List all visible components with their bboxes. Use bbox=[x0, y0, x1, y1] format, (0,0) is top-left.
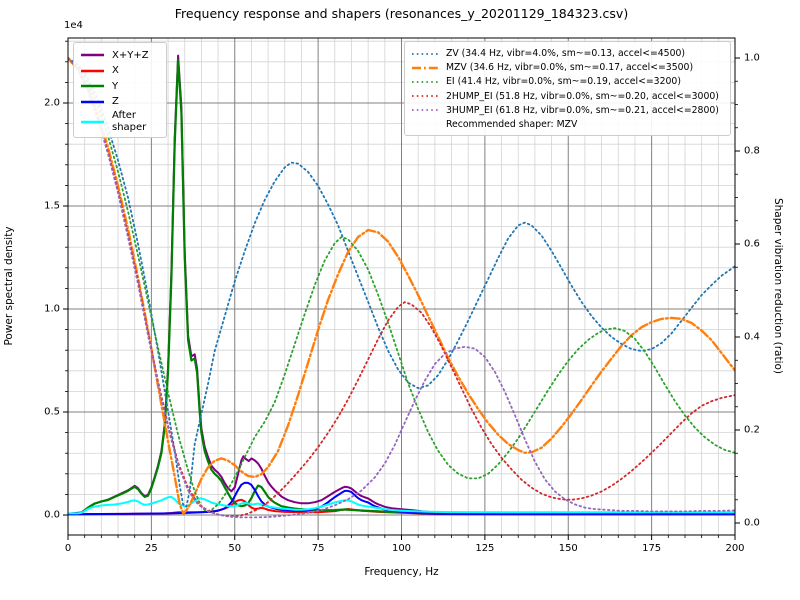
legend-line-swatch bbox=[81, 84, 104, 88]
legend-item-after-shaper: After shaper bbox=[80, 110, 159, 133]
legend-item-label: EI (41.4 Hz, vibr=0.0%, sm~=0.19, accel<… bbox=[446, 76, 681, 88]
y-left-tick-label: 0.5 bbox=[44, 406, 60, 418]
x-tick-label: 200 bbox=[725, 543, 745, 554]
y-left-tick-label: 1.5 bbox=[44, 200, 60, 212]
curve-2hump-ei bbox=[68, 57, 735, 517]
legend-item-y: Y bbox=[80, 79, 159, 94]
curves bbox=[68, 54, 735, 519]
legend-recommended-shaper: Recommended shaper: MZV bbox=[411, 118, 723, 131]
curve-ei bbox=[68, 57, 735, 513]
y-right-tick-label: 0.2 bbox=[744, 424, 760, 436]
legend-item-x: X bbox=[80, 64, 159, 79]
legend-line-swatch bbox=[81, 69, 104, 73]
curve-after-shaper bbox=[68, 495, 735, 515]
y-right-tick-label: 0.0 bbox=[744, 517, 760, 529]
legend-line-swatch bbox=[412, 95, 438, 98]
curve-y bbox=[68, 58, 735, 516]
curve-mzv bbox=[68, 56, 735, 515]
legend-item-label: ZV (34.4 Hz, vibr=4.0%, sm~=0.13, accel<… bbox=[446, 48, 686, 60]
legend-line-swatch bbox=[81, 53, 104, 57]
legend-line-swatch bbox=[412, 81, 438, 83]
x-tick-label: 0 bbox=[64, 543, 72, 554]
gridlines bbox=[67, 38, 736, 535]
legend-item-label: X bbox=[112, 65, 119, 76]
x-tick-label: 150 bbox=[558, 543, 578, 554]
x-axis-label: Frequency, Hz bbox=[364, 566, 439, 578]
legend-item-mzv: MZV (34.6 Hz, vibr=0.0%, sm~=0.17, accel… bbox=[411, 61, 723, 74]
curve-zv bbox=[68, 57, 735, 508]
legend-shapers: ZV (34.4 Hz, vibr=4.0%, sm~=0.13, accel<… bbox=[404, 41, 731, 137]
tick-marks bbox=[63, 40, 740, 540]
x-tick-label: 175 bbox=[642, 543, 662, 554]
y-right-tick-label: 0.6 bbox=[744, 238, 760, 250]
legend-item-label: X+Y+Z bbox=[112, 49, 149, 61]
x-tick-label: 50 bbox=[228, 543, 242, 554]
legend-psd: X+Y+Z X Y Z After shaper bbox=[73, 42, 167, 138]
legend-item-label: 3HUMP_EI (61.8 Hz, vibr=0.0%, sm~=0.21, … bbox=[446, 104, 719, 116]
legend-item-ei: EI (41.4 Hz, vibr=0.0%, sm~=0.19, accel<… bbox=[411, 75, 723, 88]
recommended-shaper-text: Recommended shaper: MZV bbox=[446, 118, 578, 130]
x-tick-label: 25 bbox=[145, 543, 158, 554]
y-axis-left-label: Power spectral density bbox=[3, 226, 15, 346]
y-left-tick-label: 0.0 bbox=[44, 509, 60, 521]
legend-item-label: Z bbox=[112, 96, 119, 107]
y-axis-offset-text: 1e4 bbox=[64, 20, 83, 31]
y-left-tick-label: 1.0 bbox=[44, 303, 60, 315]
y-right-tick-label: 0.4 bbox=[744, 331, 760, 343]
y-left-tick-label: 2.0 bbox=[44, 97, 60, 109]
curve-3hump-ei bbox=[68, 57, 735, 519]
legend-item-3hump-ei: 3HUMP_EI (61.8 Hz, vibr=0.0%, sm~=0.21, … bbox=[411, 104, 723, 117]
legend-item-label: Y bbox=[112, 80, 119, 92]
legend-line-swatch bbox=[412, 52, 438, 55]
y-right-tick-label: 1.0 bbox=[744, 52, 760, 64]
legend-item-x-y-z: X+Y+Z bbox=[80, 48, 159, 63]
legend-item-z: Z bbox=[80, 95, 159, 110]
legend-line-swatch bbox=[412, 109, 438, 112]
chart-title: Frequency response and shapers (resonanc… bbox=[174, 6, 629, 21]
legend-line-swatch bbox=[412, 66, 438, 69]
legend-item-label: MZV (34.6 Hz, vibr=0.0%, sm~=0.17, accel… bbox=[446, 62, 694, 74]
x-tick-label: 75 bbox=[311, 543, 325, 554]
legend-item-zv: ZV (34.4 Hz, vibr=4.0%, sm~=0.13, accel<… bbox=[411, 47, 723, 60]
legend-item-2hump-ei: 2HUMP_EI (51.8 Hz, vibr=0.0%, sm~=0.20, … bbox=[411, 90, 723, 103]
legend-line-swatch bbox=[81, 100, 104, 104]
y-axis-right-label: Shaper vibration reduction (ratio) bbox=[772, 197, 784, 375]
legend-item-label: 2HUMP_EI (51.8 Hz, vibr=0.0%, sm~=0.20, … bbox=[446, 90, 719, 102]
x-tick-label: 125 bbox=[475, 543, 495, 554]
legend-item-label: After shaper bbox=[112, 110, 147, 133]
legend-line-swatch bbox=[81, 120, 104, 123]
x-tick-label: 100 bbox=[391, 543, 412, 554]
y-right-tick-label: 0.8 bbox=[744, 145, 760, 157]
